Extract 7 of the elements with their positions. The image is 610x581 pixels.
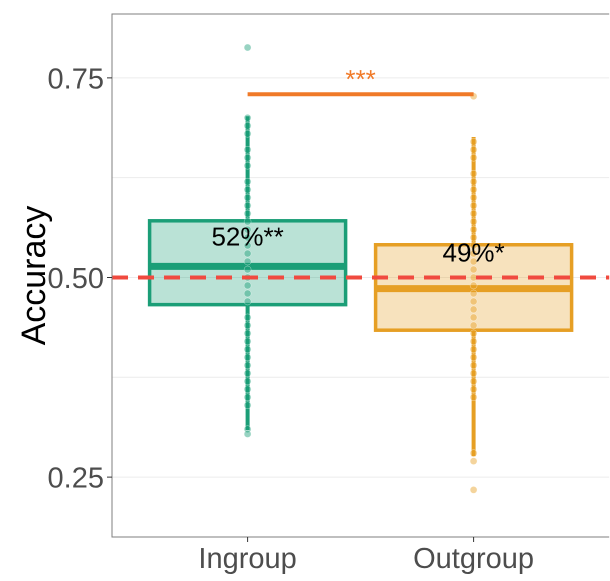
annotation: 52%** <box>211 222 284 252</box>
annotation: *** <box>345 64 376 94</box>
y-tick-label: 0.25 <box>48 462 104 495</box>
y-tick-label: 0.75 <box>48 63 104 96</box>
x-tick-label: Ingroup <box>198 543 297 575</box>
annotation: 49%* <box>442 238 505 268</box>
x-tick-label: Outgroup <box>413 543 534 575</box>
